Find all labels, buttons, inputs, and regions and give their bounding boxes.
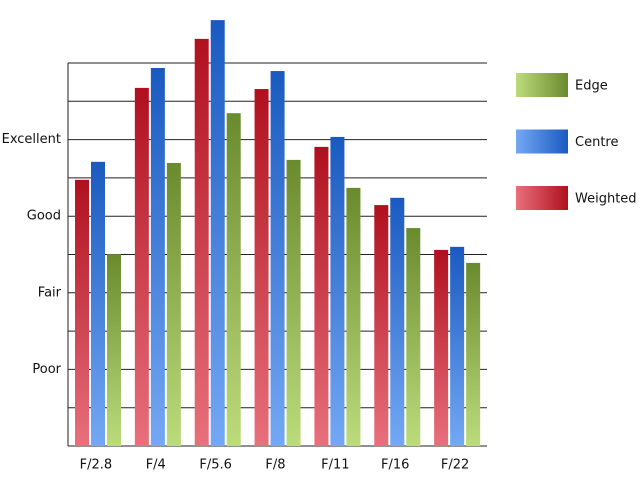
bar: [434, 249, 449, 446]
bar: [134, 87, 149, 447]
bar: [374, 205, 389, 446]
y-tick-label: Poor: [32, 362, 61, 377]
bar: [75, 179, 89, 446]
bar: [226, 113, 241, 446]
x-tick-label: F/5.6: [199, 458, 232, 473]
bar: [390, 197, 405, 446]
bar: [466, 262, 481, 446]
bar: [346, 187, 361, 446]
bar: [166, 162, 181, 446]
legend-swatch: [516, 73, 568, 97]
bar: [150, 67, 165, 446]
bar: [210, 20, 225, 446]
x-tick-label: F/11: [321, 458, 349, 473]
x-tick-label: F/8: [265, 458, 285, 473]
legend-swatch: [516, 186, 568, 210]
legend-label: Centre: [575, 135, 618, 150]
bar: [254, 89, 269, 446]
y-tick-label: Excellent: [2, 132, 61, 147]
x-tick-label: F/2.8: [80, 458, 113, 473]
bar: [107, 254, 121, 446]
legend-label: Weighted: [575, 192, 637, 207]
x-tick-label: F/16: [381, 458, 409, 473]
bar: [406, 228, 421, 446]
bar: [450, 246, 465, 446]
bar: [314, 146, 329, 446]
legend-swatch: [516, 129, 568, 154]
bar: [194, 38, 209, 446]
bar: [330, 136, 345, 446]
legend-label: Edge: [575, 79, 608, 94]
bar: [270, 71, 285, 446]
bar: [286, 159, 301, 447]
y-tick-label: Good: [27, 209, 61, 224]
x-tick-label: F/22: [441, 458, 469, 473]
y-tick-label: Fair: [38, 285, 62, 300]
x-tick-label: F/4: [146, 458, 166, 473]
bar: [91, 161, 105, 446]
